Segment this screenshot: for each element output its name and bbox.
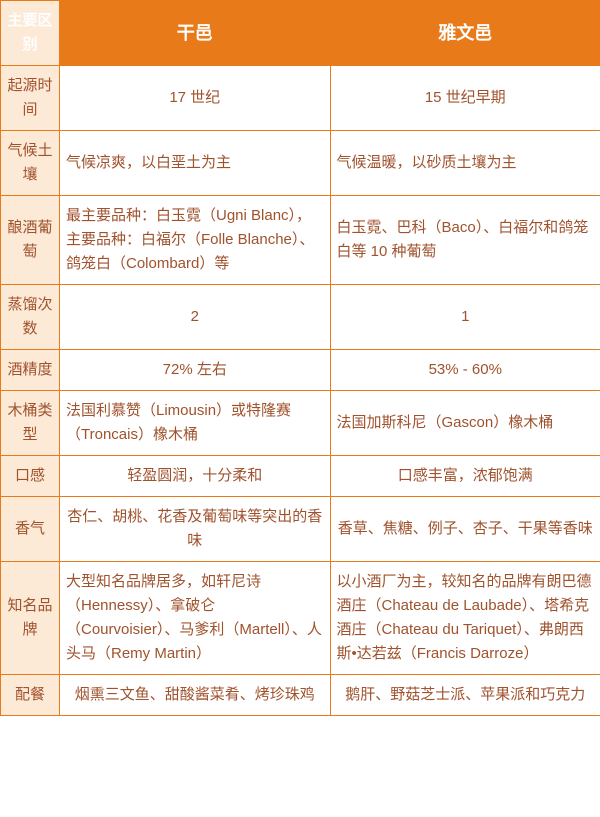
table-row: 蒸馏次数21 <box>1 285 600 350</box>
col2-cell: 气候温暖，以砂质土壤为主 <box>330 131 600 196</box>
col2-cell: 鹅肝、野菇芝士派、苹果派和巧克力 <box>330 675 600 716</box>
col2-cell: 白玉霓、巴科（Baco）、白福尔和鸽笼白等 10 种葡萄 <box>330 196 600 285</box>
table-row: 酿酒葡萄最主要品种：白玉霓（Ugni Blanc），主要品种：白福尔（Folle… <box>1 196 600 285</box>
row-label: 知名品牌 <box>1 562 60 675</box>
comparison-table: 主要区别 干邑 雅文邑 起源时间17 世纪15 世纪早期气候土壤气候凉爽，以白垩… <box>0 0 600 716</box>
col1-cell: 法国利慕赞（Limousin）或特隆赛（Troncais）橡木桶 <box>60 391 331 456</box>
row-label: 木桶类型 <box>1 391 60 456</box>
row-label: 配餐 <box>1 675 60 716</box>
col1-cell: 大型知名品牌居多，如轩尼诗（Hennessy）、拿破仑（Courvoisier）… <box>60 562 331 675</box>
table-row: 香气杏仁、胡桃、花香及葡萄味等突出的香味香草、焦糖、例子、杏子、干果等香味 <box>1 497 600 562</box>
col1-cell: 烟熏三文鱼、甜酸酱菜肴、烤珍珠鸡 <box>60 675 331 716</box>
col2-cell: 香草、焦糖、例子、杏子、干果等香味 <box>330 497 600 562</box>
table-row: 配餐烟熏三文鱼、甜酸酱菜肴、烤珍珠鸡鹅肝、野菇芝士派、苹果派和巧克力 <box>1 675 600 716</box>
table-row: 气候土壤气候凉爽，以白垩土为主气候温暖，以砂质土壤为主 <box>1 131 600 196</box>
col2-cell: 1 <box>330 285 600 350</box>
header-label: 主要区别 <box>1 1 60 66</box>
table-row: 起源时间17 世纪15 世纪早期 <box>1 66 600 131</box>
col2-cell: 口感丰富，浓郁饱满 <box>330 456 600 497</box>
col1-cell: 17 世纪 <box>60 66 331 131</box>
col1-cell: 最主要品种：白玉霓（Ugni Blanc），主要品种：白福尔（Folle Bla… <box>60 196 331 285</box>
table-row: 知名品牌大型知名品牌居多，如轩尼诗（Hennessy）、拿破仑（Courvois… <box>1 562 600 675</box>
col2-cell: 15 世纪早期 <box>330 66 600 131</box>
table-row: 木桶类型法国利慕赞（Limousin）或特隆赛（Troncais）橡木桶法国加斯… <box>1 391 600 456</box>
header-col1: 干邑 <box>60 1 331 66</box>
row-label: 酿酒葡萄 <box>1 196 60 285</box>
row-label: 香气 <box>1 497 60 562</box>
row-label: 起源时间 <box>1 66 60 131</box>
row-label: 气候土壤 <box>1 131 60 196</box>
col1-cell: 2 <box>60 285 331 350</box>
col2-cell: 以小酒厂为主，较知名的品牌有朗巴德酒庄（Chateau de Laubade）、… <box>330 562 600 675</box>
header-row: 主要区别 干邑 雅文邑 <box>1 1 600 66</box>
row-label: 口感 <box>1 456 60 497</box>
col1-cell: 72% 左右 <box>60 350 331 391</box>
row-label: 酒精度 <box>1 350 60 391</box>
table-row: 口感轻盈圆润，十分柔和口感丰富，浓郁饱满 <box>1 456 600 497</box>
col1-cell: 杏仁、胡桃、花香及葡萄味等突出的香味 <box>60 497 331 562</box>
row-label: 蒸馏次数 <box>1 285 60 350</box>
col2-cell: 53% - 60% <box>330 350 600 391</box>
col1-cell: 轻盈圆润，十分柔和 <box>60 456 331 497</box>
col2-cell: 法国加斯科尼（Gascon）橡木桶 <box>330 391 600 456</box>
table-row: 酒精度72% 左右53% - 60% <box>1 350 600 391</box>
header-col2: 雅文邑 <box>330 1 600 66</box>
col1-cell: 气候凉爽，以白垩土为主 <box>60 131 331 196</box>
